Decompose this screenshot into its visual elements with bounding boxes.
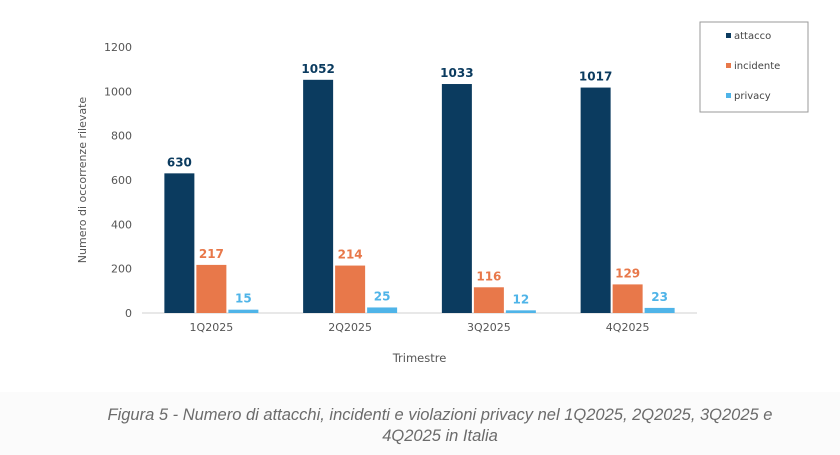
y-tick-label: 800 (111, 130, 132, 143)
x-axis-title: Trimestre (392, 351, 447, 365)
data-label-privacy: 25 (374, 289, 391, 303)
x-tick-label: 4Q2025 (606, 321, 650, 334)
data-label-incidente: 214 (338, 248, 363, 262)
y-tick-label: 0 (125, 307, 132, 320)
bar-attacco (303, 79, 334, 313)
caption-line-1: Figura 5 - Numero di attacchi, incidenti… (107, 406, 773, 424)
bar-incidente (196, 264, 227, 313)
y-axis-title: Numero di occorrenze rilevate (76, 97, 89, 264)
data-label-privacy: 23 (651, 290, 668, 304)
bar-privacy (644, 307, 675, 313)
y-tick-label: 200 (111, 263, 132, 276)
x-tick-label: 1Q2025 (190, 321, 234, 334)
data-label-privacy: 15 (235, 292, 252, 306)
data-label-attacco: 630 (167, 155, 192, 169)
legend-box (699, 21, 809, 113)
data-label-attacco: 1052 (301, 62, 334, 76)
y-tick-label: 1200 (104, 41, 132, 54)
legend-label-incidente: incidente (734, 61, 780, 72)
data-label-privacy: 12 (513, 292, 530, 306)
bar-incidente (473, 287, 504, 313)
y-tick-label: 400 (111, 218, 132, 231)
data-label-attacco: 1017 (579, 70, 612, 84)
bar-privacy (367, 307, 398, 313)
legend-swatch-incidente (726, 63, 731, 68)
bar-privacy (228, 309, 259, 313)
bar-attacco (580, 87, 611, 313)
bar-incidente (335, 265, 366, 313)
x-tick-label: 3Q2025 (467, 321, 511, 334)
caption-line-2: 4Q2025 in Italia (382, 427, 498, 445)
data-label-incidente: 129 (615, 266, 640, 280)
data-label-incidente: 116 (476, 269, 501, 283)
bar-attacco (441, 84, 472, 313)
x-tick-label: 2Q2025 (328, 321, 372, 334)
bar-attacco (164, 173, 195, 313)
bar-privacy (505, 310, 536, 313)
legend-label-attacco: attacco (734, 31, 771, 42)
bar-chart: 0 200 400 600 800 1000 1200 630 217 15 1Q2025 1052 2… (76, 21, 809, 365)
legend-swatch-attacco (726, 33, 731, 38)
y-tick-label: 600 (111, 174, 132, 187)
y-tick-label: 1000 (104, 85, 132, 98)
bar-incidente (612, 284, 643, 313)
legend-label-privacy: privacy (734, 91, 771, 102)
legend-swatch-privacy (726, 93, 731, 98)
data-label-incidente: 217 (199, 247, 224, 261)
data-label-attacco: 1033 (440, 66, 473, 80)
figure-caption: Figura 5 - Numero di attacchi, incidenti… (0, 392, 840, 455)
